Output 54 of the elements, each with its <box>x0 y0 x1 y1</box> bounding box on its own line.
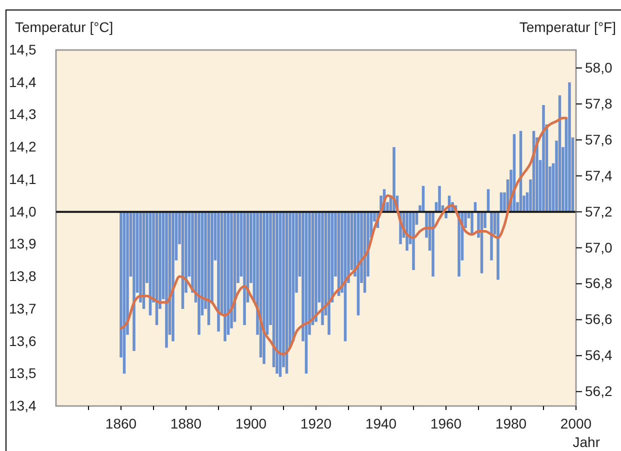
y-tick-label: 14,1 <box>9 170 36 187</box>
y-tick-label: 14,3 <box>9 106 36 122</box>
bar <box>165 212 168 348</box>
x-axis-title: Jahr <box>572 434 600 450</box>
y-tick-label: 13,8 <box>9 268 36 284</box>
x-tick-label: 2000 <box>560 415 592 432</box>
bar <box>321 212 324 326</box>
y-tick-label: 14,5 <box>9 41 36 58</box>
x-tick-label: 1900 <box>235 415 267 432</box>
y-tick-label: 13,7 <box>9 300 36 316</box>
y-tick-label: 14,2 <box>9 138 36 155</box>
bar <box>262 212 266 364</box>
y-tick-label: 13,4 <box>9 397 36 414</box>
bar <box>243 212 246 326</box>
y-tick-label: 13,9 <box>9 236 36 252</box>
y-tick-label: 13,6 <box>9 332 36 349</box>
y2-tick-label: 56,8 <box>585 275 612 292</box>
y2-axis-title: Temperatur [°F] <box>519 19 616 35</box>
x-tick-label: 1860 <box>105 415 137 432</box>
bar <box>496 212 500 280</box>
bar <box>172 212 174 342</box>
bar <box>432 212 434 277</box>
y2-tick-label: 57,8 <box>585 95 612 112</box>
y2-tick-label: 58,0 <box>585 59 612 76</box>
y2-tick-label: 57,0 <box>585 239 612 256</box>
bar <box>217 212 220 332</box>
y2-tick-label: 56,2 <box>585 383 612 400</box>
bar <box>198 212 200 335</box>
bar <box>490 212 493 260</box>
y-tick-label: 13,5 <box>9 365 36 382</box>
bar <box>412 212 415 270</box>
bar <box>542 105 545 212</box>
bar <box>328 212 330 335</box>
bar <box>224 212 226 342</box>
x-tick-label: 1980 <box>495 415 527 432</box>
y2-tick-label: 57,6 <box>585 131 612 148</box>
y-tick-label: 14,4 <box>9 74 36 90</box>
bar <box>438 186 441 212</box>
bar <box>132 212 136 351</box>
bar <box>276 212 278 374</box>
x-tick-label: 1940 <box>365 415 397 432</box>
bar <box>392 147 396 212</box>
y2-tick-label: 57,4 <box>585 167 612 184</box>
x-tick-label: 1920 <box>300 415 332 432</box>
y2-tick-label: 57,2 <box>585 203 612 220</box>
y-axis-title: Temperatur [°C] <box>15 19 114 35</box>
line-series <box>120 116 568 356</box>
x-tick-label: 1960 <box>430 415 462 432</box>
y2-tick-label: 56,6 <box>585 311 612 328</box>
bar <box>568 82 571 212</box>
bar <box>314 212 318 322</box>
x-tick-label: 1880 <box>170 415 202 432</box>
y2-tick-label: 56,4 <box>585 347 612 364</box>
y-tick-label: 14,0 <box>9 203 36 220</box>
